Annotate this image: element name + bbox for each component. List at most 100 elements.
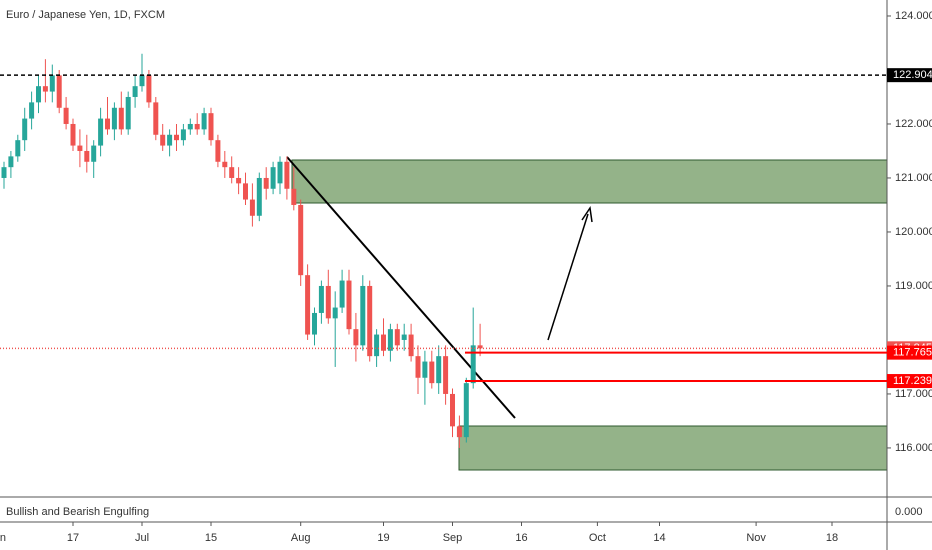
candle-body xyxy=(394,329,400,346)
candle-body xyxy=(56,75,62,108)
price-label-box xyxy=(887,68,932,83)
candle-body xyxy=(456,426,462,438)
candle-body xyxy=(98,118,104,146)
x-tick-label: 18 xyxy=(826,532,838,544)
candle-body xyxy=(167,134,173,146)
candle-body xyxy=(63,107,69,124)
candle-body xyxy=(77,145,83,151)
candle-body xyxy=(132,86,138,97)
candle-body xyxy=(22,118,28,141)
candle-body xyxy=(201,113,207,130)
x-tick-label: 14 xyxy=(653,532,665,544)
candle-body xyxy=(70,123,76,146)
indicator-name: Bullish and Bearish Engulfing xyxy=(6,506,149,518)
candle-body xyxy=(408,334,414,357)
candle-body xyxy=(29,102,35,119)
candle-body xyxy=(146,75,152,103)
candle-body xyxy=(450,393,455,427)
y-tick-label: 119.000 xyxy=(895,280,932,292)
candle-body xyxy=(139,75,145,87)
candle-body xyxy=(111,107,117,130)
candle-body xyxy=(256,177,262,216)
candle-body xyxy=(443,356,449,394)
indicator-value: 0.000 xyxy=(895,506,923,518)
candle-body xyxy=(118,107,124,130)
candle-body xyxy=(153,102,159,135)
candle-body xyxy=(208,113,214,141)
y-tick-label: 116.000 xyxy=(895,442,932,454)
x-tick-label: 17 xyxy=(67,532,79,544)
candle-body xyxy=(91,145,97,162)
price-label-box xyxy=(887,345,932,360)
y-tick-label: 120.000 xyxy=(895,226,932,238)
candle-body xyxy=(312,312,317,335)
candle-body xyxy=(325,285,331,319)
candle-body xyxy=(8,156,14,168)
y-tick-label: 124.000 xyxy=(895,10,932,22)
candle-body xyxy=(180,129,186,141)
candle-body xyxy=(277,161,283,184)
candle-body xyxy=(367,285,373,357)
candle-body xyxy=(263,177,269,189)
candle-body xyxy=(470,345,476,384)
candle-body xyxy=(243,183,248,200)
candle-body xyxy=(174,134,179,141)
candle-body xyxy=(49,75,55,92)
price-label-box xyxy=(887,374,932,389)
candle-body xyxy=(387,329,393,351)
price-label: 117.239 xyxy=(893,375,932,387)
candle-body xyxy=(270,167,276,189)
candle-body xyxy=(236,177,242,184)
x-tick-label: Jul xyxy=(135,532,149,544)
trend-line xyxy=(286,156,516,419)
x-tick-label: Nov xyxy=(746,532,766,544)
candle-body xyxy=(436,356,442,384)
x-tick-label: Oct xyxy=(589,532,606,544)
candle-body xyxy=(305,275,311,335)
candle-body xyxy=(229,167,235,178)
candle-body xyxy=(222,161,228,168)
demand-zone xyxy=(458,425,888,471)
x-tick-label: Sep xyxy=(443,532,463,544)
candle-body xyxy=(298,204,304,276)
x-tick-label: 19 xyxy=(377,532,389,544)
candle-body xyxy=(187,123,193,130)
candle-body xyxy=(84,150,90,162)
candle-body xyxy=(429,361,435,384)
price-label: 117.765 xyxy=(893,347,932,359)
x-tick-label: Jun xyxy=(0,532,6,544)
candle-body xyxy=(1,167,7,178)
candle-body xyxy=(374,334,380,357)
candle-body xyxy=(194,123,200,130)
candle-body xyxy=(125,96,131,130)
candle-body xyxy=(339,280,345,308)
y-tick-label: 122.000 xyxy=(895,118,932,130)
x-tick-label: 16 xyxy=(515,532,527,544)
candle-body xyxy=(346,280,352,330)
candle-body xyxy=(42,86,48,92)
candle-body xyxy=(401,334,407,340)
candle-body xyxy=(105,118,110,130)
candle-body xyxy=(318,285,324,313)
x-tick-label: Aug xyxy=(291,532,311,544)
candle-body xyxy=(353,329,359,346)
candle-body xyxy=(381,334,386,351)
arrow-head xyxy=(581,205,593,223)
arrow-line xyxy=(547,213,589,341)
candle-body xyxy=(360,285,366,346)
y-tick-label: 121.000 xyxy=(895,172,932,184)
candle-body xyxy=(463,383,469,438)
candle-body xyxy=(422,361,428,378)
candle-body xyxy=(15,140,21,157)
candle-body xyxy=(477,345,483,349)
y-tick-label: 117.000 xyxy=(895,388,932,400)
candle-body xyxy=(36,86,41,103)
candle-body xyxy=(215,140,221,162)
candle-body xyxy=(332,307,338,319)
chart-title: Euro / Japanese Yen, 1D, FXCM xyxy=(6,9,165,21)
x-tick-label: 15 xyxy=(205,532,217,544)
price-label: 122.904 xyxy=(893,69,932,81)
candle-body xyxy=(291,188,297,205)
